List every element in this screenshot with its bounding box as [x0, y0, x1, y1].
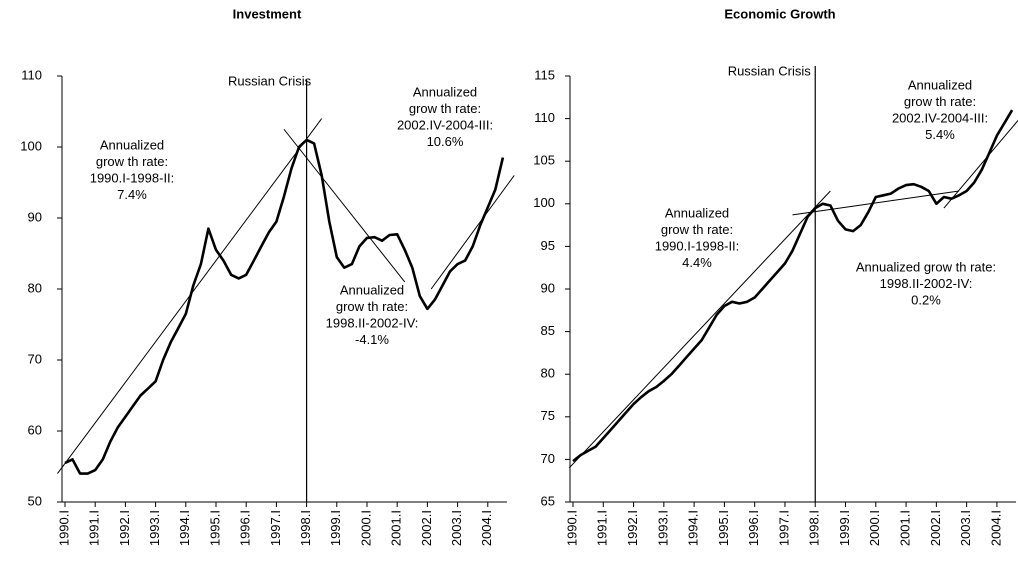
- y-tick-label: 60: [28, 422, 42, 437]
- y-tick-label: 90: [28, 209, 42, 224]
- annotation: 4.4%: [682, 255, 712, 270]
- x-tick-label: 1995.I: [716, 510, 731, 546]
- annotation: 10.6%: [427, 134, 464, 149]
- y-tick-label: 95: [541, 238, 555, 253]
- annotation: 1998.II-2002-IV:: [326, 315, 419, 330]
- x-tick-label: 2003.I: [449, 510, 464, 546]
- y-tick-label: 100: [20, 138, 42, 153]
- x-tick-label: 2002.I: [928, 510, 943, 546]
- annotation: 0.2%: [911, 292, 941, 307]
- x-tick-label: 2000.I: [867, 510, 882, 546]
- x-tick-label: 2002.I: [419, 510, 434, 546]
- x-tick-label: 2001.I: [898, 510, 913, 546]
- x-tick-label: 1996.I: [238, 510, 253, 546]
- annotation: 1990.I-1998-II:: [655, 238, 740, 253]
- x-tick-label: 2004.I: [479, 510, 494, 546]
- trend-line: [792, 190, 960, 216]
- trend-line: [430, 175, 515, 290]
- annotation: Annualized: [100, 137, 164, 152]
- annotation: Annualized grow th rate:: [856, 259, 996, 274]
- y-tick-label: 80: [28, 280, 42, 295]
- y-tick-label: 105: [533, 153, 555, 168]
- x-tick-label: 1992.I: [625, 510, 640, 546]
- crisis-label: Russian Crisis: [728, 63, 812, 78]
- trend-line: [943, 119, 1018, 209]
- chart-title: Investment: [233, 6, 302, 21]
- annotation: 2002.IV-2004-III:: [397, 117, 493, 132]
- y-tick-label: 110: [21, 67, 42, 82]
- x-tick-label: 1990.I: [564, 510, 579, 546]
- x-tick-label: 1995.I: [207, 510, 222, 546]
- x-tick-label: 1998.I: [807, 510, 822, 546]
- annotation: Annualized: [908, 77, 972, 92]
- annotation: 7.4%: [117, 187, 147, 202]
- annotation: 1998.II-2002-IV:: [880, 276, 973, 291]
- annotation: Annualized: [340, 282, 404, 297]
- chart-title: Economic Growth: [724, 6, 835, 21]
- crisis-label: Russian Crisis: [228, 73, 312, 88]
- annotation: grow th rate:: [661, 222, 733, 237]
- annotation: 2002.IV-2004-III:: [892, 110, 988, 125]
- annotation: grow th rate:: [904, 94, 976, 109]
- y-tick-label: 80: [541, 366, 555, 381]
- trend-line: [568, 190, 831, 469]
- x-tick-label: 1997.I: [776, 510, 791, 546]
- y-tick-label: 85: [541, 323, 555, 338]
- x-tick-label: 2001.I: [389, 510, 404, 546]
- y-tick-label: 75: [541, 408, 555, 423]
- annotation: grow th rate:: [96, 154, 168, 169]
- x-tick-label: 1998.I: [298, 510, 313, 546]
- x-tick-label: 1991.I: [595, 510, 610, 546]
- x-tick-label: 1996.I: [746, 510, 761, 546]
- x-tick-label: 2003.I: [958, 510, 973, 546]
- annotation: grow th rate:: [409, 101, 481, 116]
- y-tick-label: 100: [533, 195, 555, 210]
- y-tick-label: 65: [541, 493, 555, 508]
- x-tick-label: 2004.I: [988, 510, 1003, 546]
- y-tick-label: 115: [534, 67, 555, 82]
- y-tick-label: 90: [541, 280, 555, 295]
- x-tick-label: 1999.I: [328, 510, 343, 546]
- y-tick-label: 50: [28, 493, 42, 508]
- annotation: 1990.I-1998-II:: [90, 170, 175, 185]
- y-tick-label: 110: [534, 110, 555, 125]
- annotation: Annualized: [665, 205, 729, 220]
- x-tick-label: 1991.I: [87, 510, 102, 546]
- annotation: -4.1%: [355, 332, 389, 347]
- x-tick-label: 1999.I: [837, 510, 852, 546]
- annotation: grow th rate:: [336, 299, 408, 314]
- x-tick-label: 1993.I: [147, 510, 162, 546]
- y-tick-label: 70: [541, 451, 555, 466]
- annotation: 5.4%: [925, 127, 955, 142]
- x-tick-label: 1990.I: [56, 510, 71, 546]
- x-tick-label: 1992.I: [117, 510, 132, 546]
- trend-line: [283, 128, 406, 283]
- x-tick-label: 2000.I: [358, 510, 373, 546]
- x-tick-label: 1997.I: [268, 510, 283, 546]
- x-tick-label: 1994.I: [686, 510, 701, 546]
- x-tick-label: 1993.I: [655, 510, 670, 546]
- data-line: [64, 138, 505, 475]
- annotation: Annualized: [413, 84, 477, 99]
- data-line: [572, 109, 1014, 463]
- y-tick-label: 70: [28, 351, 42, 366]
- x-tick-label: 1994.I: [177, 510, 192, 546]
